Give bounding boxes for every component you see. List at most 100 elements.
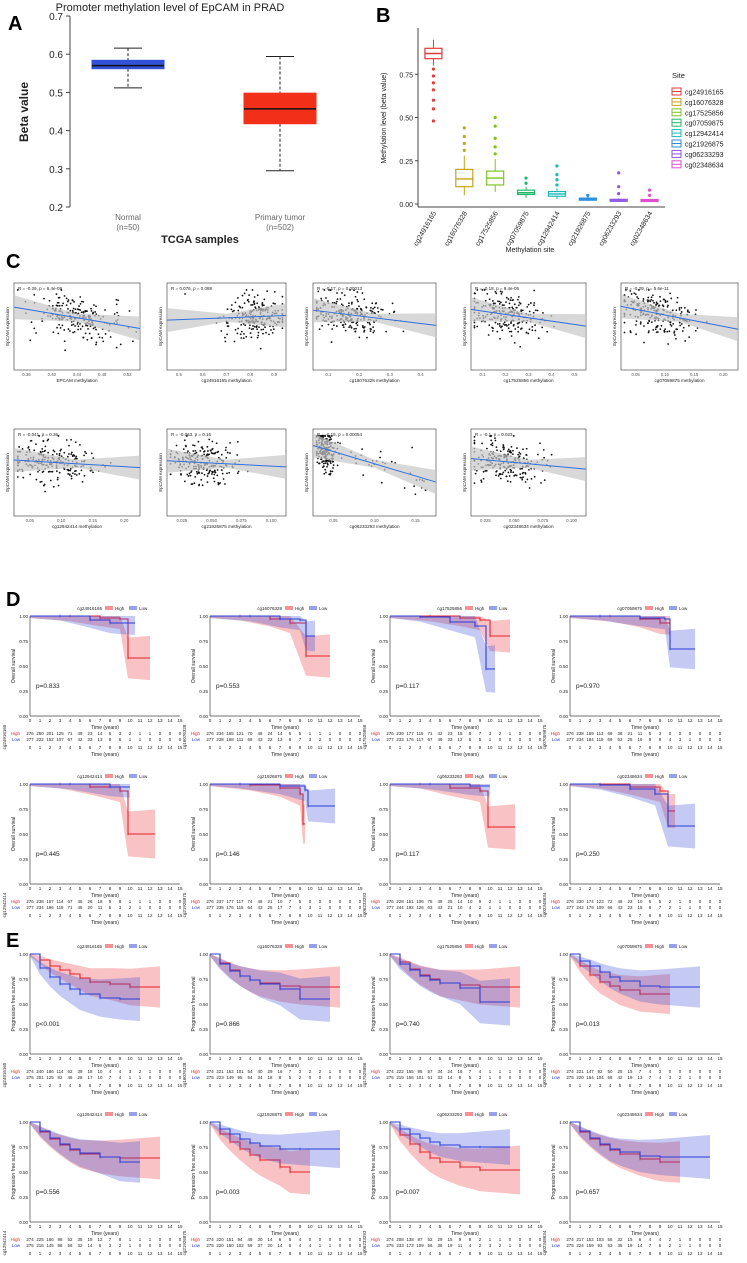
risk-count-high: 0 xyxy=(519,731,522,736)
km-legend-low: Low xyxy=(319,606,328,611)
scatter-point xyxy=(243,292,246,295)
legend-swatch-low xyxy=(669,1112,677,1116)
scatter-point xyxy=(506,480,509,483)
risk-count-high: 0 xyxy=(169,1069,172,1074)
scatter-point xyxy=(226,451,229,454)
risk-count-low: 8 xyxy=(289,737,292,742)
scatter-point xyxy=(533,475,536,478)
risk-xtick-label: 8 xyxy=(649,745,652,750)
scatter-point xyxy=(251,304,254,306)
risk-count-low: 0 xyxy=(339,1243,342,1248)
risk-xtick-label: 9 xyxy=(479,1251,482,1256)
risk-site-label: cg07059875 xyxy=(542,1062,547,1087)
km-xtick-label: 5 xyxy=(439,1224,442,1229)
scatter-point xyxy=(22,476,25,479)
km-xtick-label: 7 xyxy=(279,1056,282,1061)
risk-count-low: 0 xyxy=(699,1243,702,1248)
scatter-point xyxy=(655,301,658,304)
panel-a-ylabel: Beta value xyxy=(17,82,31,142)
low-ci-band xyxy=(30,616,135,636)
scatter-point xyxy=(52,331,55,334)
risk-xtick-label: 0 xyxy=(29,1083,32,1088)
km-xtick-label: 15 xyxy=(357,1056,363,1061)
km-xtick-label: 3 xyxy=(59,1224,62,1229)
risk-xtick-label: 7 xyxy=(279,1083,282,1088)
risk-count-low: 234 xyxy=(36,905,44,910)
risk-label-low: Low xyxy=(372,1075,381,1080)
risk-xtick-label: 14 xyxy=(528,913,533,918)
km-ytick-label: 0.25 xyxy=(199,857,208,862)
scatter-point xyxy=(487,334,490,336)
scatter-point xyxy=(117,299,120,302)
risk-xlabel: Time (years) xyxy=(271,752,299,758)
km-xtick-label: 12 xyxy=(147,1056,153,1061)
km-xtick-label: 15 xyxy=(357,886,363,891)
outlier-point xyxy=(431,74,436,78)
scatter-point xyxy=(539,442,541,445)
legend-swatch-high xyxy=(465,944,473,948)
high-ci-band xyxy=(30,954,160,1008)
risk-xtick-label: 11 xyxy=(498,745,503,750)
risk-label-high: High xyxy=(191,899,201,904)
scatter-point xyxy=(505,323,507,326)
risk-xtick-label: 6 xyxy=(629,1251,632,1256)
high-ci-band xyxy=(390,784,515,850)
scatter-point xyxy=(511,306,514,309)
risk-xtick-label: 3 xyxy=(599,913,602,918)
km-xtick-label: 5 xyxy=(259,886,262,891)
low-ci-band xyxy=(570,616,695,670)
km-ytick-label: 0.50 xyxy=(199,832,208,837)
scatter-point xyxy=(473,482,476,485)
risk-xtick-label: 2 xyxy=(49,913,52,918)
legend-swatch-high xyxy=(105,944,113,948)
risk-xtick-label: 14 xyxy=(708,745,713,750)
km-ytick-label: 0.75 xyxy=(379,639,388,644)
risk-xtick-label: 2 xyxy=(409,913,412,918)
scatter-point xyxy=(349,324,352,327)
risk-xtick-label: 15 xyxy=(538,1083,543,1088)
risk-count-high: 0 xyxy=(179,1237,182,1242)
risk-count-high: 0 xyxy=(699,1237,702,1242)
scatter-point xyxy=(502,448,505,451)
km-ytick-label: 1.00 xyxy=(199,782,208,787)
risk-xtick-label: 15 xyxy=(358,1251,363,1256)
panel-a-box-tumor: Primary tumor(n=502) xyxy=(243,55,317,232)
km-xtick-label: 6 xyxy=(269,1224,272,1229)
km-xtick-label: 15 xyxy=(537,886,543,891)
scatter-point xyxy=(361,292,364,294)
scatter-point xyxy=(402,330,405,333)
km-xtick-label: 10 xyxy=(487,886,493,891)
risk-count-low: 14 xyxy=(278,1243,283,1248)
risk-count-high: 166 xyxy=(46,1237,54,1242)
scatter-point xyxy=(217,456,220,459)
outlier-point xyxy=(493,145,497,149)
scatter-point xyxy=(252,301,255,304)
risk-xtick-label: 3 xyxy=(59,913,62,918)
risk-count-high: 276 xyxy=(386,731,394,736)
scatter-point xyxy=(84,309,87,312)
scatter-point xyxy=(66,300,69,303)
km-ytick-label: 0.50 xyxy=(379,1170,388,1175)
low-ci-band xyxy=(390,1122,510,1165)
low-curve xyxy=(570,1121,710,1158)
km-legend-high: High xyxy=(655,606,665,611)
scatter-point xyxy=(332,324,335,327)
panel-c-xlabel: EPCAM methylation xyxy=(56,378,98,383)
risk-count-high: 6 xyxy=(109,731,112,736)
scatter-point xyxy=(245,335,248,338)
km-ytick-label: 0.25 xyxy=(199,1195,208,1200)
risk-xlabel: Time (years) xyxy=(451,920,479,926)
scatter-point xyxy=(47,451,50,454)
risk-xtick-label: 8 xyxy=(649,1251,652,1256)
risk-count-high: 177 xyxy=(406,731,414,736)
risk-count-low: 2 xyxy=(669,905,672,910)
scatter-point xyxy=(324,462,327,465)
scatter-point xyxy=(71,454,74,457)
km-xtick-label: 4 xyxy=(249,1056,252,1061)
risk-count-low: 0 xyxy=(519,1243,522,1248)
scatter-point xyxy=(501,325,503,328)
low-ci-band xyxy=(30,784,130,798)
scatter-point xyxy=(74,441,77,444)
low-curve xyxy=(390,953,510,1003)
risk-label-low: Low xyxy=(372,905,381,910)
